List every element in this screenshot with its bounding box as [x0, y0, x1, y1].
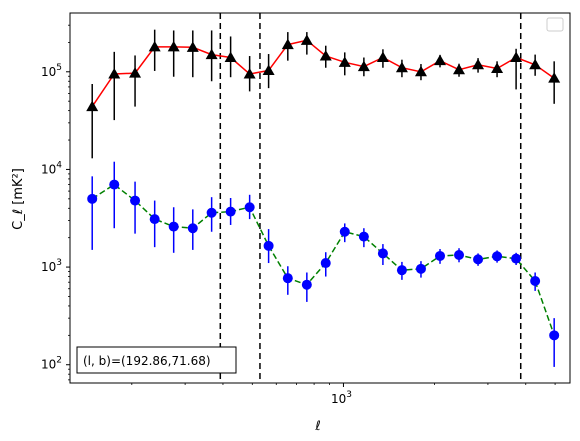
- series-1-point: [395, 61, 408, 73]
- series-2-point: [87, 193, 98, 204]
- series-2-point: [301, 279, 312, 290]
- legend-box: [546, 17, 564, 32]
- annotation-frame: [76, 346, 237, 374]
- axes-frame: [69, 12, 571, 384]
- series-1-point: [510, 51, 523, 63]
- series-1-point: [148, 40, 161, 52]
- series-2-point: [149, 214, 160, 225]
- axes: 102 103 104 105 103: [41, 24, 556, 406]
- series-1-point: [376, 51, 389, 63]
- series-1-point: [281, 38, 294, 50]
- series-2-point: [320, 258, 331, 269]
- series-1-point: [453, 63, 466, 75]
- series-2-point: [339, 226, 350, 237]
- annotation-text: (l, b)=(192.86,71.68): [83, 354, 211, 368]
- series-2-point: [454, 249, 465, 260]
- series-2-point: [206, 207, 217, 218]
- series-1-point: [108, 67, 121, 79]
- series-2-point: [130, 195, 141, 206]
- x-axis-label: ℓ: [314, 419, 320, 434]
- series-1-point: [243, 67, 256, 79]
- y-tick-label: 102: [41, 356, 62, 372]
- series-1-point: [434, 54, 447, 66]
- series-1-point: [357, 60, 370, 72]
- series-1-point: [529, 58, 542, 70]
- series-1-point: [548, 72, 561, 83]
- series-2-point: [549, 330, 560, 341]
- annotation-box: (l, b)=(192.86,71.68): [76, 346, 237, 374]
- series-2-point: [244, 202, 255, 213]
- x-tick-label: 103: [331, 390, 352, 406]
- series-1-point: [205, 48, 218, 60]
- legend: [546, 17, 564, 32]
- series-2-point: [109, 179, 120, 190]
- series-2-point: [492, 251, 503, 262]
- series-1-point: [262, 64, 275, 76]
- series-1-point: [186, 41, 199, 52]
- series-1-point: [491, 62, 504, 74]
- series-2-point: [187, 223, 198, 234]
- series-1-point: [86, 100, 99, 112]
- series-2-point: [263, 240, 274, 251]
- series-1-point: [319, 50, 332, 61]
- series-1-point: [472, 58, 485, 70]
- series-2-point: [168, 221, 179, 232]
- series-2-point: [511, 253, 522, 264]
- series-2-point: [282, 273, 293, 284]
- y-tick-label: 104: [41, 160, 62, 176]
- series-1-point: [414, 65, 427, 77]
- series-1-point: [338, 56, 351, 67]
- series-1-point: [300, 34, 313, 45]
- y-tick-label: 103: [41, 258, 62, 274]
- y-tick-label: 105: [41, 63, 62, 79]
- series-2-point: [225, 206, 236, 217]
- series-2-point: [396, 265, 407, 276]
- series-2-point: [358, 231, 369, 242]
- series-2-point: [377, 248, 388, 259]
- plot-area: [86, 13, 561, 383]
- y-axis-label: C_ℓ [mK²]: [11, 168, 26, 230]
- series-1-point: [129, 67, 142, 78]
- series-1-point: [167, 40, 180, 52]
- series-2-point: [415, 263, 426, 274]
- series-2-point: [530, 276, 541, 287]
- series-1-point: [224, 51, 237, 63]
- series-2-point: [473, 254, 484, 265]
- series-2-point: [435, 250, 446, 261]
